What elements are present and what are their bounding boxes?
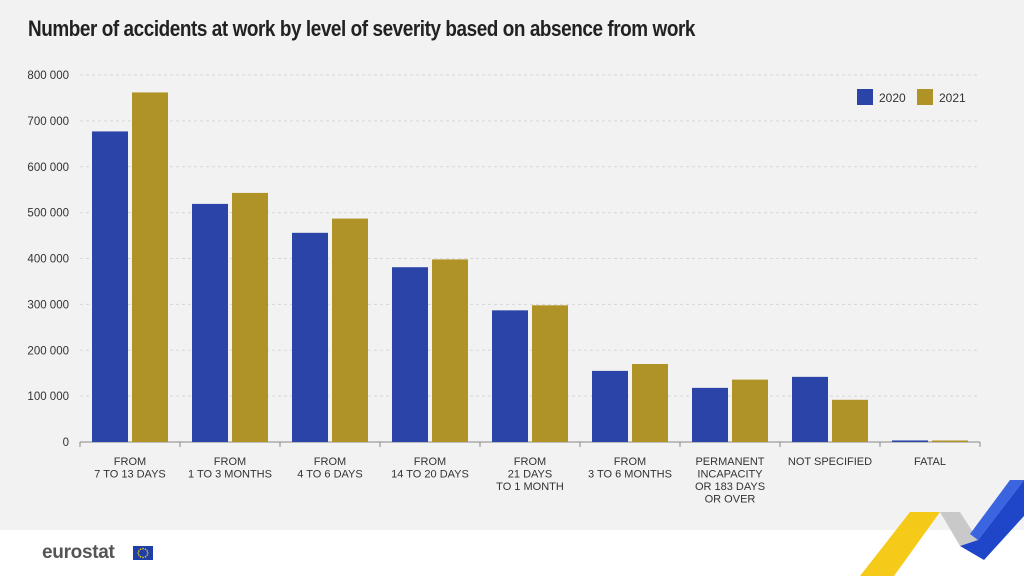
x-tick-label: PERMANENT (695, 456, 764, 468)
bar-2021 (132, 92, 168, 443)
y-tick-label: 100 000 (27, 391, 69, 403)
bar-2020 (492, 310, 528, 442)
x-tick-label: OR 183 DAYS (695, 481, 765, 493)
x-tick-label: FROM (314, 456, 346, 468)
eu-flag-icon (133, 546, 153, 560)
legend-label: 2021 (939, 91, 966, 105)
x-tick-label: FROM (214, 456, 246, 468)
x-tick-label: TO 1 MONTH (496, 481, 564, 493)
x-tick-label: FROM (414, 456, 446, 468)
bar-2021 (632, 364, 668, 442)
bar-2020 (392, 267, 428, 442)
bar-2021 (832, 399, 868, 442)
bar-2021 (232, 192, 268, 442)
footer-bar (0, 530, 1024, 576)
bar-2021 (532, 305, 568, 442)
bar-2020 (192, 203, 228, 442)
x-tick-label: 21 DAYS (508, 469, 552, 481)
x-tick-label: 14 TO 20 DAYS (391, 469, 469, 481)
y-tick-label: 600 000 (27, 162, 69, 174)
bar-2021 (932, 440, 968, 442)
x-tick-label: 4 TO 6 DAYS (297, 469, 362, 481)
x-tick-label: OR OVER (705, 494, 756, 506)
bar-2020 (892, 440, 928, 442)
bar-2021 (432, 259, 468, 442)
y-tick-label: 200 000 (27, 345, 69, 357)
y-tick-label: 700 000 (27, 116, 69, 128)
y-tick-label: 300 000 (27, 299, 69, 311)
bar-2020 (592, 370, 628, 442)
eurostat-logo: eurostat (42, 542, 115, 563)
legend-label: 2020 (879, 91, 906, 105)
bar-2021 (732, 379, 768, 442)
x-tick-label: FATAL (914, 456, 946, 468)
legend-swatch-2020 (857, 89, 873, 105)
bar-2020 (292, 232, 328, 442)
y-tick-label: 800 000 (27, 70, 69, 82)
x-tick-label: FROM (114, 456, 146, 468)
y-tick-label: 500 000 (27, 208, 69, 220)
x-tick-label: 3 TO 6 MONTHS (588, 469, 672, 481)
y-tick-label: 400 000 (27, 254, 69, 266)
bar-2021 (332, 218, 368, 442)
legend-swatch-2021 (917, 89, 933, 105)
decorative-chevron-graphic (860, 480, 1024, 576)
x-tick-label: FROM (514, 456, 546, 468)
bar-2020 (692, 387, 728, 442)
x-tick-label: NOT SPECIFIED (788, 456, 872, 468)
x-tick-label: 1 TO 3 MONTHS (188, 469, 272, 481)
bar-2020 (792, 376, 828, 442)
bar-chart: 0 100 000 200 000 300 000 400 000 500 000 600 … (27, 70, 981, 506)
x-tick-label: 7 TO 13 DAYS (94, 469, 166, 481)
y-tick-label: 0 (63, 437, 69, 449)
chart-title: Number of accidents at work by level of … (28, 16, 695, 41)
x-tick-label: FROM (614, 456, 646, 468)
bar-2020 (92, 131, 128, 442)
x-tick-label: INCAPACITY (697, 469, 763, 481)
